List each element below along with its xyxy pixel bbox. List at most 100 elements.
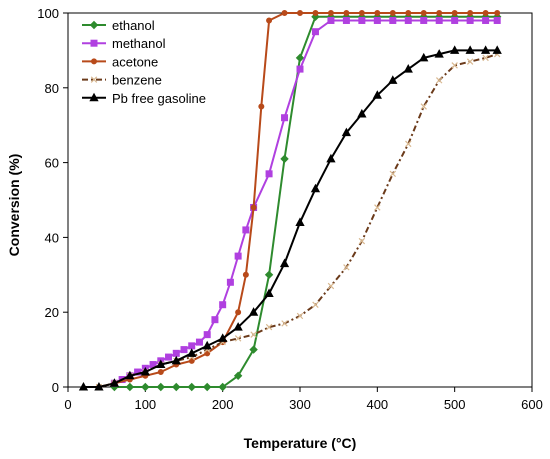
data-point <box>94 381 104 391</box>
data-point <box>482 16 490 24</box>
data-point <box>450 45 460 54</box>
data-point <box>357 108 367 118</box>
data-point <box>405 10 412 16</box>
data-point <box>466 58 474 65</box>
data-point <box>250 204 257 211</box>
y-tick-label: 60 <box>45 156 59 171</box>
data-point <box>451 62 458 69</box>
series-ethanol <box>110 12 502 392</box>
data-point <box>281 10 288 16</box>
data-point <box>372 90 382 99</box>
data-point <box>233 322 243 331</box>
legend-marker <box>90 76 98 83</box>
data-point <box>78 381 89 391</box>
x-tick-label: 600 <box>521 397 543 412</box>
legend-marker <box>89 20 99 30</box>
data-point <box>311 28 319 36</box>
x-tick-label: 100 <box>134 397 156 412</box>
legend-item: Pb free gasoline <box>82 91 206 106</box>
data-point <box>342 16 350 24</box>
data-point <box>188 357 195 364</box>
data-point <box>312 10 319 16</box>
data-point <box>436 10 443 16</box>
legend-marker <box>90 39 98 47</box>
legend-item: methanol <box>82 36 166 51</box>
data-point <box>211 316 219 324</box>
data-point <box>389 16 397 24</box>
x-axis-title: Temperature (°C) <box>244 435 357 451</box>
data-point <box>204 350 211 357</box>
data-point <box>250 331 257 338</box>
data-point <box>218 333 228 342</box>
data-point <box>419 52 429 62</box>
x-tick-label: 0 <box>64 397 71 412</box>
data-point <box>233 371 243 380</box>
data-point <box>242 271 249 278</box>
data-point <box>125 370 135 380</box>
data-point <box>234 252 242 260</box>
data-point <box>141 382 150 392</box>
data-point <box>492 45 502 54</box>
data-point <box>373 16 381 24</box>
legend-label: benzene <box>112 73 162 88</box>
y-tick-label: 40 <box>45 230 59 245</box>
legend-label: ethanol <box>112 18 155 33</box>
data-point <box>358 16 366 24</box>
data-point <box>258 103 265 110</box>
data-point <box>226 278 234 286</box>
data-point <box>389 170 397 178</box>
data-point <box>248 307 259 316</box>
axis-ticks: 0 100 200 300 400 500 600 0 20 40 60 80 100 <box>37 6 543 412</box>
data-point <box>467 10 474 16</box>
data-point <box>480 45 491 54</box>
data-point <box>374 10 381 16</box>
data-point <box>156 382 166 392</box>
data-point <box>420 16 428 24</box>
data-point <box>420 10 427 16</box>
data-point <box>279 258 290 268</box>
data-point <box>404 16 412 24</box>
data-point <box>297 10 303 16</box>
data-point <box>451 16 459 24</box>
data-point <box>358 10 365 16</box>
y-tick-label: 80 <box>45 81 59 96</box>
data-point <box>295 53 305 63</box>
data-point <box>326 153 336 163</box>
data-point <box>165 353 173 361</box>
legend-marker <box>91 58 97 65</box>
series-acetone <box>95 10 501 390</box>
data-point <box>125 382 135 392</box>
data-point <box>296 312 304 320</box>
legend-marker <box>89 92 99 102</box>
x-tick-label: 300 <box>289 397 311 412</box>
legend-item: acetone <box>82 54 158 69</box>
data-point <box>295 217 305 226</box>
data-point <box>203 331 211 339</box>
data-point <box>434 49 444 58</box>
legend-label: acetone <box>112 54 158 69</box>
data-point <box>494 10 501 16</box>
data-point <box>280 154 289 164</box>
series-line <box>83 49 498 388</box>
series-layer <box>78 10 502 392</box>
data-point <box>465 45 475 54</box>
data-point <box>249 345 258 354</box>
data-point <box>266 17 273 24</box>
data-point <box>281 114 289 122</box>
legend-item: ethanol <box>82 18 155 33</box>
data-point <box>265 323 273 331</box>
data-point <box>109 378 120 387</box>
data-point <box>187 382 196 392</box>
data-point <box>157 369 164 376</box>
data-point <box>171 355 181 365</box>
data-point <box>264 270 274 280</box>
data-point <box>242 226 250 234</box>
data-point <box>435 77 443 84</box>
x-tick-label: 500 <box>444 397 466 412</box>
series-methanol <box>110 16 501 387</box>
data-point <box>172 349 180 357</box>
data-point <box>327 282 335 290</box>
data-point <box>420 103 427 110</box>
data-point <box>493 16 501 24</box>
data-point <box>343 10 350 16</box>
